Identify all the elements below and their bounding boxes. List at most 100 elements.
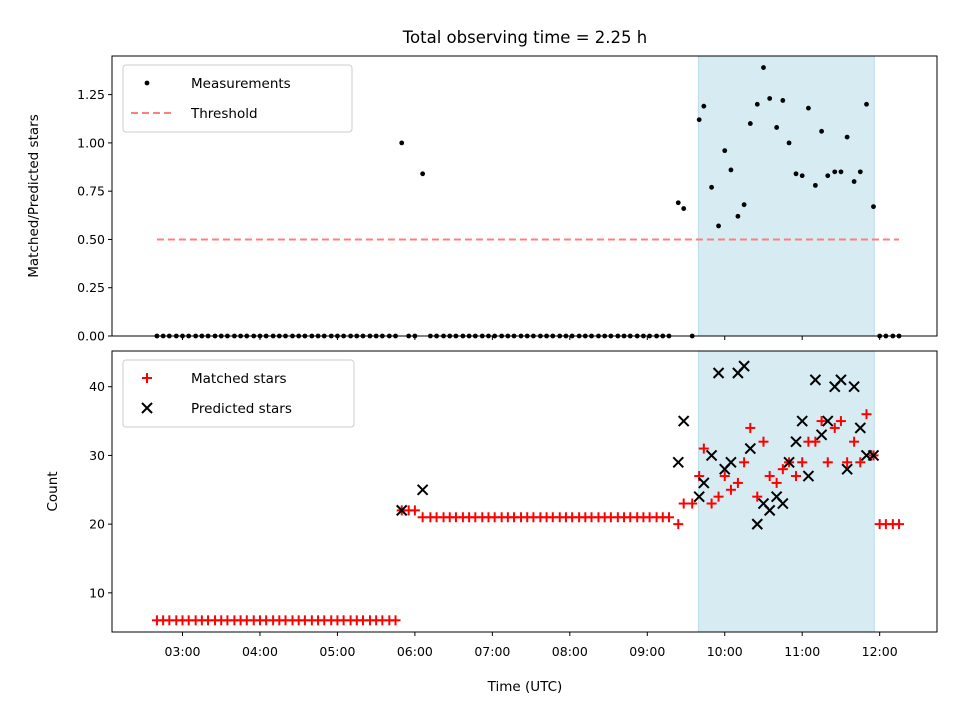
predicted-star-marker [751, 518, 763, 530]
predicted-star-marker [698, 477, 710, 489]
matched-star-marker [810, 436, 821, 447]
matched-star-marker [777, 464, 788, 475]
measurement-point [735, 213, 741, 219]
matched-star-marker [719, 471, 730, 482]
x-stroke-b [677, 415, 690, 427]
predicted-star-marker [835, 374, 847, 386]
count-legend: Matched stars Predicted stars [122, 359, 355, 428]
predicted-star-marker [705, 449, 718, 462]
measurement-point [709, 184, 714, 190]
measurement-point [761, 65, 766, 70]
measurement-point [871, 204, 876, 210]
x-stroke-b [809, 374, 822, 386]
matched-star-marker [835, 416, 846, 427]
predicted-star-marker [725, 456, 737, 469]
x-stroke-b [841, 463, 853, 475]
x-stroke-b [416, 484, 429, 496]
matched-star-marker [739, 457, 750, 468]
legend-label: Predicted stars [191, 401, 292, 417]
x-tick-label: 06:00 [397, 644, 433, 659]
count-panel: 10 20 30 40 Count 03:00 04:00 05:00 06:00 07:00 08… [45, 350, 938, 659]
matched-star-marker [758, 436, 769, 447]
measurement-point [741, 202, 747, 208]
x-tick-label: 08:00 [552, 644, 588, 659]
x-tick-label: 12:00 [862, 644, 898, 659]
x-stroke-b [770, 490, 783, 503]
count-axes-frame [111, 350, 938, 633]
count-y-tick-label: 30 [89, 448, 105, 463]
legend-plus-swatch [142, 373, 152, 383]
matched-star-marker [678, 498, 689, 509]
ratio-y-axis-label: Matched/Predicted stars [26, 114, 42, 277]
x-stroke-b [751, 518, 763, 530]
ratio-highlight-span [697, 55, 875, 337]
legend-box [122, 359, 355, 428]
matched-star-marker [752, 491, 763, 502]
matched-star-marker [894, 519, 905, 530]
measurement-point [399, 140, 405, 146]
measurement-point [675, 200, 681, 206]
measurement-point [838, 169, 844, 175]
predicted-star-marker [867, 449, 880, 462]
count-y-tick-label: 20 [89, 517, 105, 532]
count-highlight-span [697, 350, 875, 633]
x-tick-label: 07:00 [474, 644, 510, 659]
x-tick-label: 04:00 [242, 644, 278, 659]
x-axis-label: Time (UTC) [487, 679, 563, 695]
measurement-point [701, 103, 707, 109]
measurement-point [774, 125, 780, 130]
ratio-y-tick-label: 0.50 [77, 232, 105, 247]
x-stroke-b [141, 402, 153, 414]
x-stroke-b [854, 422, 867, 434]
ratio-y-tick-label: 0.75 [77, 184, 105, 199]
matched-star-marker [732, 477, 743, 488]
matched-star-marker [842, 457, 853, 468]
matched-star-marker [855, 457, 866, 468]
x-tick-label: 03:00 [164, 644, 200, 659]
x-stroke-b [744, 442, 757, 455]
matched-star-marker [663, 512, 674, 523]
matched-star-marker [771, 477, 782, 488]
measurement-point [819, 128, 824, 134]
measurement-point [786, 140, 792, 146]
legend-label: Threshold [190, 106, 258, 122]
measurement-point [844, 134, 850, 140]
predicted-star-marker [396, 504, 408, 517]
count-series-0 [151, 409, 905, 626]
measurement-point [747, 121, 753, 126]
predicted-star-marker [815, 429, 828, 441]
x-stroke-b [712, 367, 725, 379]
x-stroke-b [698, 477, 710, 489]
matched-star-marker [725, 484, 736, 495]
x-stroke-b [867, 449, 880, 462]
measurement-point [857, 169, 863, 175]
matched-star-marker [713, 491, 724, 502]
x-stroke-b [757, 497, 770, 510]
ratio-y-tick-label: 1.25 [77, 87, 105, 102]
measurement-point [806, 105, 811, 111]
measurement-point [722, 148, 728, 154]
predicted-star-marker [763, 504, 776, 517]
legend-dot-swatch [144, 80, 150, 86]
measurement-point [716, 223, 721, 229]
x-stroke-b [396, 504, 408, 517]
predicted-star-marker [738, 360, 750, 372]
x-stroke-b [835, 374, 847, 386]
x-tick-label: 11:00 [784, 644, 820, 659]
measurement-point [864, 101, 869, 107]
x-stroke-b [802, 470, 815, 482]
measurement-point [825, 173, 831, 179]
x-stroke-b [725, 456, 737, 469]
legend-label: Measurements [191, 76, 291, 92]
predicted-star-marker [777, 497, 789, 510]
measurement-point [780, 98, 786, 103]
predicted-star-marker [854, 422, 867, 434]
predicted-star-marker [744, 442, 757, 455]
x-stroke-b [790, 435, 802, 448]
measurement-point [681, 206, 687, 211]
matched-star-marker [706, 498, 717, 509]
ratio-y-tick-label: 0.25 [77, 280, 105, 295]
matched-star-marker [390, 615, 401, 626]
predicted-star-marker [693, 490, 705, 503]
x-stroke-b [763, 504, 776, 517]
